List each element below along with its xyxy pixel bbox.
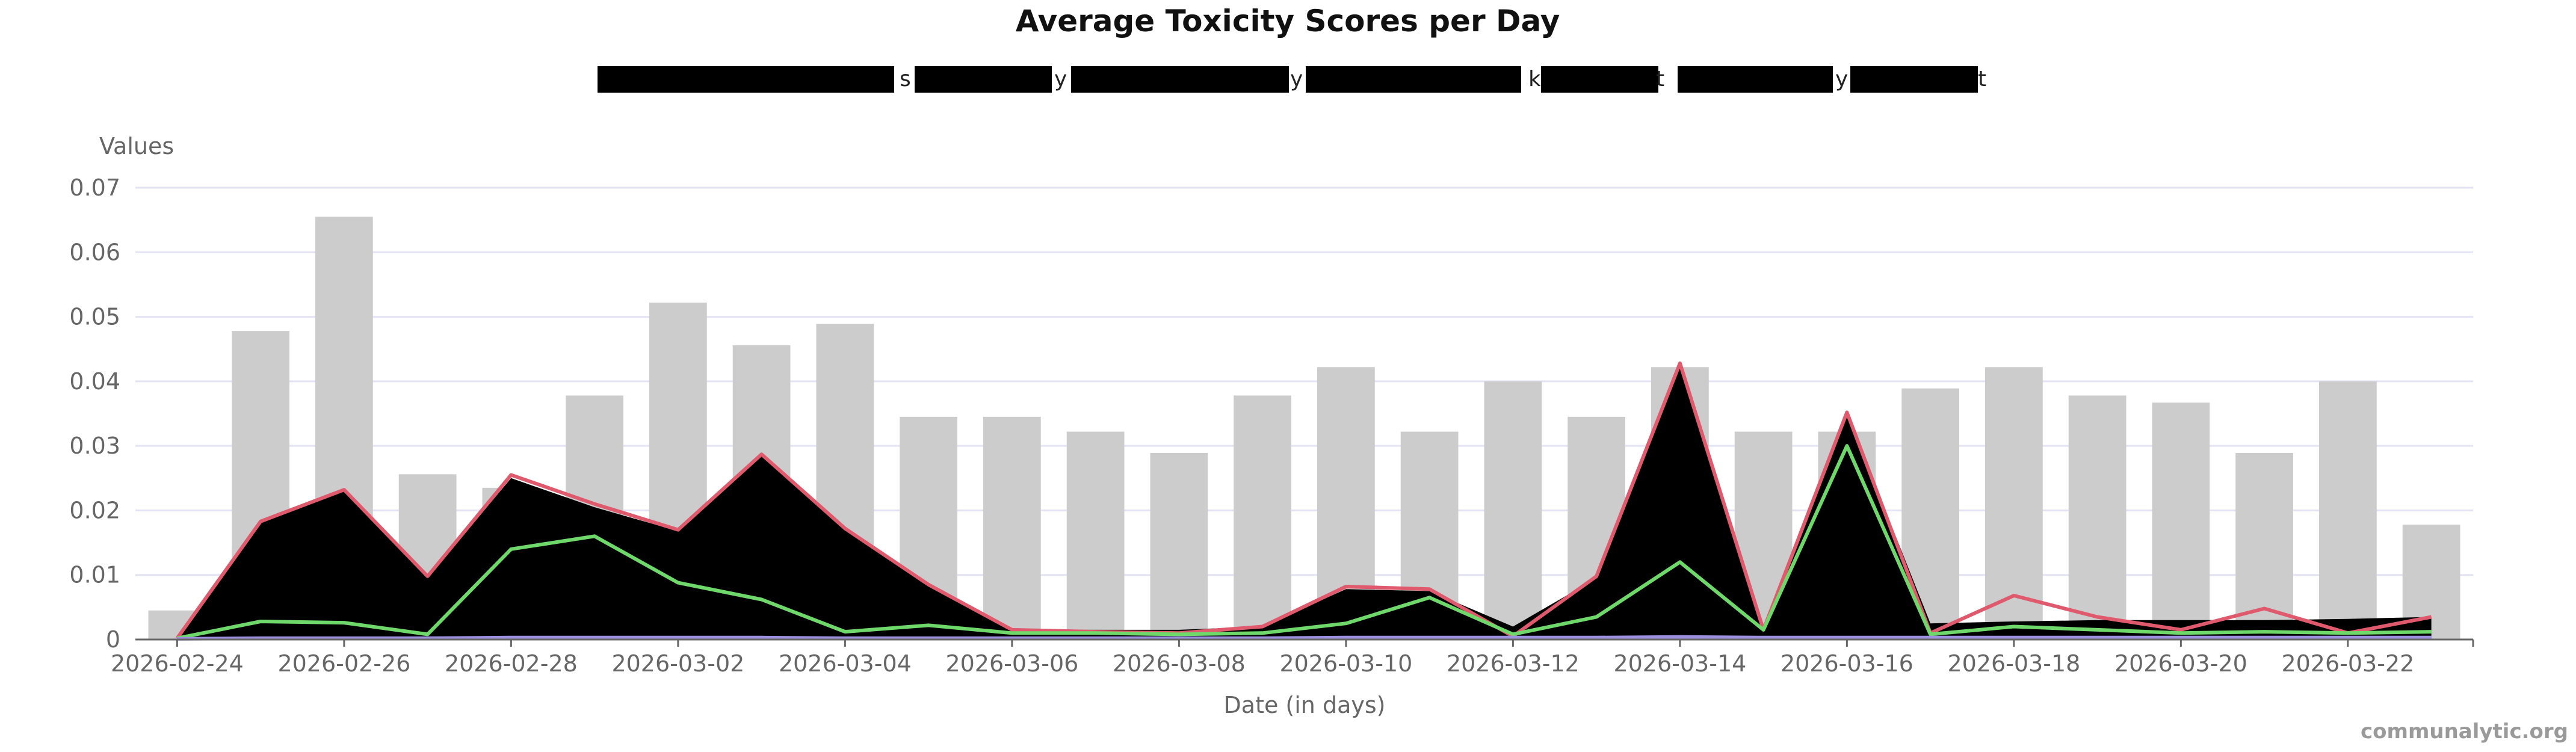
x-tick-label: 2026-02-24 <box>111 650 244 677</box>
legend-item-redacted <box>1071 66 1289 93</box>
legend-item-redacted <box>1306 66 1521 93</box>
legend-item-fragment: y <box>1290 67 1303 91</box>
legend-item-redacted <box>1850 66 1978 93</box>
bar <box>1234 395 1291 640</box>
x-tick-labels: 2026-02-24 2026-02-26 2026-02-28 2026-03-02… <box>111 640 2414 677</box>
x-tick-label: 2026-03-02 <box>611 650 744 677</box>
x-tick-label: 2026-03-14 <box>1613 650 1746 677</box>
x-tick-label: 2026-02-28 <box>445 650 578 677</box>
bar <box>1985 367 2043 640</box>
legend-item-redacted <box>598 66 894 93</box>
legend-item-redacted <box>1541 66 1658 93</box>
legend-item-fragment: y <box>1835 67 1848 91</box>
y-tick-label: 0 <box>106 626 120 653</box>
bar <box>2319 381 2377 640</box>
x-tick-label: 2026-03-08 <box>1113 650 1246 677</box>
y-tick-label: 0.03 <box>69 433 120 459</box>
series-line <box>177 635 2432 641</box>
credit-text: communalytic.org <box>2361 720 2568 744</box>
chart-title: Average Toxicity Scores per Day <box>1016 4 1560 39</box>
bar <box>1484 381 1542 640</box>
series-area <box>177 365 2432 640</box>
y-tick-label: 0.04 <box>69 368 120 395</box>
x-tick-label: 2026-03-06 <box>945 650 1078 677</box>
y-axis-label: Values <box>99 133 174 159</box>
x-tick-label: 2026-02-26 <box>277 650 410 677</box>
y-tick-label: 0.01 <box>69 562 120 588</box>
bar <box>983 416 1041 640</box>
x-tick-label: 2026-03-22 <box>2281 650 2414 677</box>
x-tick-label: 2026-03-16 <box>1781 650 1913 677</box>
x-tick-label: 2026-03-20 <box>2114 650 2247 677</box>
series-line <box>175 361 2432 640</box>
y-tick-label: 0.02 <box>69 497 120 523</box>
series-line <box>176 444 2432 640</box>
y-tick-label: 0.05 <box>69 304 120 330</box>
legend-item-redacted <box>1678 66 1833 93</box>
legend-item-fragment: k <box>1528 67 1541 91</box>
y-tick-label: 0.06 <box>69 239 120 265</box>
x-tick-label: 2026-03-12 <box>1447 650 1580 677</box>
x-tick-label: 2026-03-18 <box>1947 650 2080 677</box>
legend-item-fragment: t <box>1978 67 1986 91</box>
x-axis-label: Date (in days) <box>1224 692 1386 718</box>
legend-item-fragment: s <box>900 67 911 91</box>
line-series <box>175 361 2432 641</box>
legend-item-redacted <box>915 66 1052 93</box>
x-tick-label: 2026-03-04 <box>779 650 912 677</box>
legend-item-fragment: t <box>1656 67 1664 91</box>
bar <box>2152 402 2210 640</box>
bar <box>1150 452 1208 640</box>
y-tick-label: 0.07 <box>69 174 120 201</box>
bar <box>2235 452 2293 640</box>
axes <box>135 638 2474 647</box>
y-tick-labels: 0 0.01 0.02 0.03 0.04 0.05 0.06 0.07 <box>69 174 120 653</box>
legend-item-fragment: y <box>1054 67 1067 91</box>
bar <box>2068 395 2127 640</box>
x-tick-label: 2026-03-10 <box>1279 650 1412 677</box>
bar <box>1066 431 1125 640</box>
